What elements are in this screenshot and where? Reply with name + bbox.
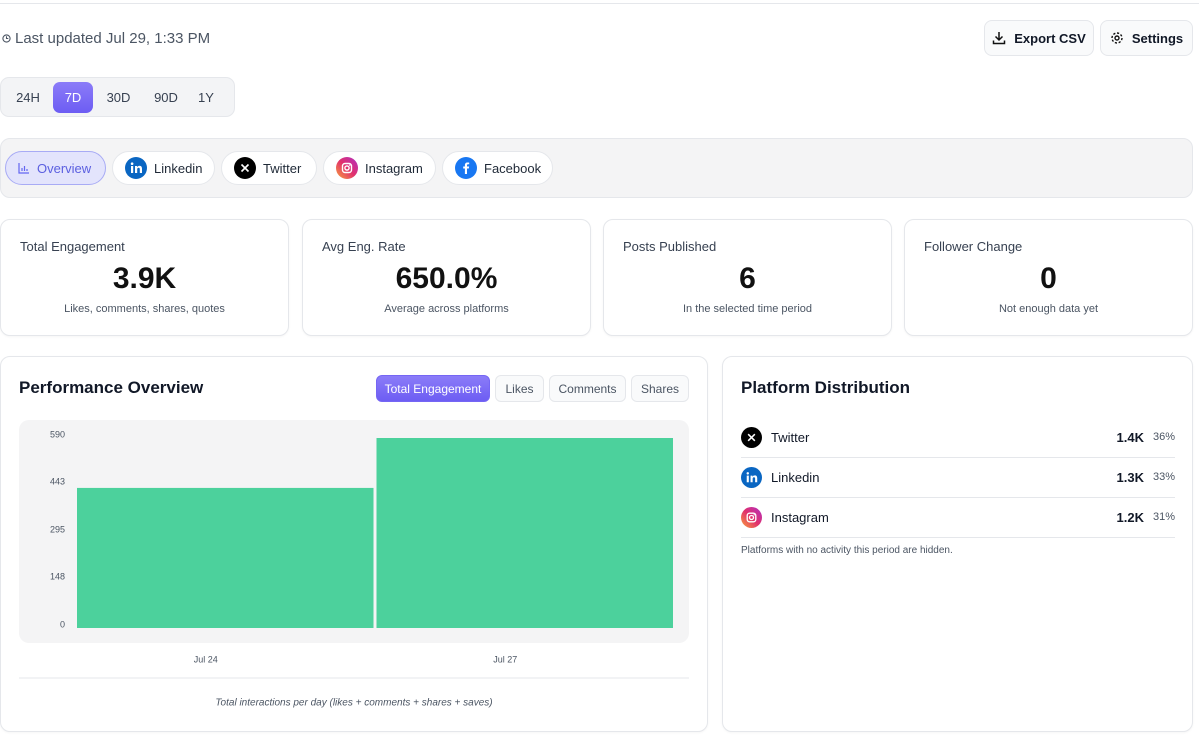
export-label: Export CSV: [1014, 30, 1086, 46]
stat-note: In the selected time period: [682, 303, 813, 315]
chart-caption: Total interactions per day (likes + comm…: [215, 698, 492, 709]
platform-tab[interactable]: Instagram: [323, 151, 436, 185]
download-icon: [992, 32, 1006, 45]
stat-card: Total Engagement 3.9K Likes, comments, sha…: [0, 219, 289, 336]
icon: [18, 163, 29, 174]
performance-chart: Total interactions per day (likes + comm…: [19, 420, 689, 709]
platform-tab-label: Linkedin: [154, 160, 203, 176]
icon: [741, 506, 762, 528]
platform-icon: [18, 162, 30, 174]
platform-tab[interactable]: Linkedin: [112, 151, 215, 185]
icon: [234, 157, 256, 179]
last-updated: Last updated Jul 29, 1:33 PM: [2, 28, 210, 48]
platform-tab[interactable]: Twitter: [221, 151, 317, 185]
icon: [741, 466, 762, 488]
metric-tab[interactable]: Likes: [495, 375, 544, 402]
platform-name: Twitter: [771, 429, 810, 445]
platform-tab[interactable]: Facebook: [442, 151, 553, 185]
settings-button[interactable]: Settings: [1100, 20, 1193, 56]
stat-card: Follower Change 0 Not enough data yet: [904, 219, 1193, 336]
y-tick-label: 0: [60, 619, 65, 629]
icon: [336, 157, 358, 179]
platform-tab-label: Facebook: [484, 160, 542, 176]
platform-total: 1.4K: [1116, 429, 1144, 445]
time-range-option[interactable]: 30D: [106, 90, 131, 105]
stat-card: Avg Eng. Rate 650.0% Average across platfo…: [302, 219, 591, 336]
distribution-card: Platform Distribution Twitter 1.4K 36% Link…: [722, 356, 1193, 732]
platform-tab-bar: Overview Linkedin Twitter Instagram Facebook: [0, 138, 1193, 198]
settings-label: Settings: [1131, 30, 1184, 46]
y-tick-label: 443: [50, 477, 65, 487]
y-tick-label: 590: [50, 429, 65, 439]
icon: [125, 157, 147, 179]
metric-tab[interactable]: Total Engagement: [376, 375, 490, 402]
platform-tab[interactable]: Overview: [5, 151, 106, 185]
stat-label: Posts Published: [623, 239, 717, 254]
stat-value: 650.0%: [395, 262, 498, 295]
platform-total: 1.2K: [1116, 509, 1144, 525]
stat-note: Likes, comments, shares, quotes: [64, 303, 225, 315]
clock-icon: [2, 33, 11, 43]
stat-value: 6: [739, 262, 756, 295]
platform-share: 33%: [1152, 471, 1175, 483]
time-range-option[interactable]: 7D: [53, 82, 93, 113]
y-tick-label: 148: [50, 572, 65, 582]
gear-icon: [1111, 32, 1123, 44]
platform-name: Instagram: [771, 509, 829, 525]
platform-icon: [741, 466, 762, 488]
platform-icon: [741, 426, 762, 448]
platform-tab-label: Twitter: [263, 160, 302, 176]
stat-note: Not enough data yet: [998, 303, 1099, 315]
distribution-row: Linkedin 1.3K 33%: [741, 457, 1175, 498]
distribution-row: Instagram 1.2K 31%: [741, 497, 1175, 538]
metric-tab[interactable]: Shares: [631, 375, 689, 402]
top-border: [0, 3, 1199, 4]
platform-total: 1.3K: [1116, 469, 1144, 485]
platform-share: 31%: [1152, 511, 1175, 523]
platform-icon: [336, 157, 358, 179]
performance-title: Performance Overview: [19, 378, 204, 397]
platform-tab-label: Instagram: [365, 160, 423, 176]
stat-value: 0: [1040, 262, 1057, 295]
bar: [376, 438, 673, 628]
platform-icon: [125, 157, 147, 179]
distribution-row: Twitter 1.4K 36%: [741, 417, 1175, 458]
platform-tab-label: Overview: [37, 160, 92, 176]
last-updated-text: Last updated Jul 29, 1:33 PM: [15, 29, 211, 47]
distribution-note: Platforms with no activity this period a…: [741, 545, 953, 556]
stat-card: Posts Published 6 In the selected time per…: [603, 219, 892, 336]
stat-label: Follower Change: [924, 239, 1023, 254]
metric-tab[interactable]: Comments: [549, 375, 626, 402]
stat-note: Average across platforms: [384, 303, 509, 315]
time-range-group: 24H 7D 30D 90D 1Y: [0, 77, 235, 117]
export-button[interactable]: Export CSV: [984, 20, 1094, 56]
stat-label: Avg Eng. Rate: [322, 239, 406, 254]
platform-icon: [455, 157, 477, 179]
stat-value: 3.9K: [112, 262, 177, 295]
bar: [77, 487, 374, 628]
platform-name: Linkedin: [771, 469, 820, 485]
x-tick-label: Jul 24: [194, 654, 218, 664]
platform-share: 36%: [1152, 431, 1175, 443]
distribution-title: Platform Distribution: [741, 378, 911, 397]
x-tick-label: Jul 27: [493, 654, 517, 664]
platform-icon: [741, 506, 762, 528]
stat-label: Total Engagement: [20, 239, 125, 254]
platform-icon: [234, 157, 256, 179]
time-range-option[interactable]: 1Y: [198, 90, 214, 105]
y-tick-label: 295: [50, 524, 65, 534]
time-range-option[interactable]: 90D: [154, 90, 178, 105]
icon: [455, 157, 477, 179]
icon: [741, 426, 762, 448]
time-range-option[interactable]: 24H: [16, 90, 40, 105]
